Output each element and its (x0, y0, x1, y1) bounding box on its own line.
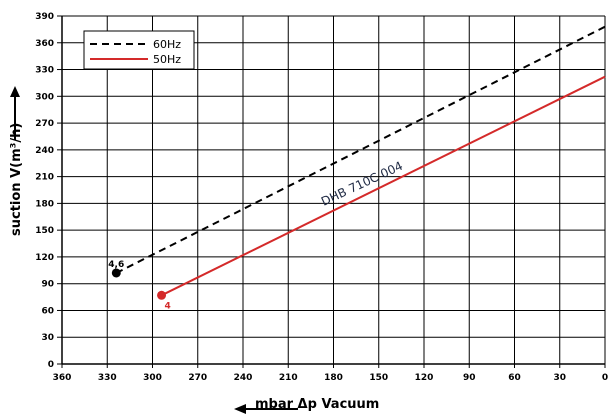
y-tick-label: 210 (35, 173, 54, 183)
y-tick-label: 390 (35, 12, 54, 22)
x-tick-label: 360 (53, 373, 72, 383)
axes: 360 330 300 270 240 210 180 150 120 90 60 30 0030609… (35, 12, 608, 383)
series-line-60hz (115, 25, 606, 274)
x-axis-arrow (234, 404, 298, 414)
x-axis-title: mbar Δp Vacuum (255, 397, 379, 412)
x-tick-label: 180 (324, 373, 343, 383)
x-tick-label: 30 (553, 373, 566, 383)
series-layer (115, 25, 606, 297)
y-tick-label: 150 (35, 226, 54, 236)
y-tick-label: 30 (41, 333, 54, 343)
x-tick-label: 330 (98, 373, 117, 383)
y-tick-label: 300 (35, 92, 54, 102)
y-tick-label: 270 (35, 119, 54, 129)
x-tick-label: 90 (463, 373, 476, 383)
x-tick-label: 240 (234, 373, 253, 383)
curve-label: DHB 710C 004 (319, 159, 405, 209)
y-axis-arrow (10, 86, 20, 140)
y-axis-title: suction V(m³/h) (9, 123, 24, 236)
y-tick-label: 330 (35, 66, 54, 76)
y-tick-label: 120 (35, 253, 54, 263)
x-tick-label: 270 (188, 373, 207, 383)
y-tick-label: 60 (41, 306, 54, 316)
markers: 4,64 (108, 260, 171, 311)
marker-label: 4,6 (108, 260, 124, 270)
legend-label-60hz: 60Hz (153, 38, 181, 51)
x-tick-label: 120 (415, 373, 434, 383)
marker-label: 4 (165, 301, 171, 311)
y-tick-label: 90 (41, 280, 54, 290)
y-tick-label: 0 (48, 360, 54, 370)
x-tick-label: 0 (602, 373, 608, 383)
legend: 60Hz 50Hz (83, 30, 195, 70)
marker-point (111, 268, 121, 278)
y-tick-label: 180 (35, 199, 54, 209)
x-tick-label: 150 (369, 373, 388, 383)
marker-point (157, 290, 167, 300)
legend-label-50hz: 50Hz (153, 53, 181, 66)
series-line-50hz (161, 75, 606, 297)
legend-box (83, 30, 195, 70)
x-tick-label: 300 (143, 373, 162, 383)
x-tick-label: 60 (508, 373, 521, 383)
y-tick-label: 240 (35, 146, 54, 156)
y-tick-label: 360 (35, 39, 54, 49)
x-tick-label: 210 (279, 373, 298, 383)
